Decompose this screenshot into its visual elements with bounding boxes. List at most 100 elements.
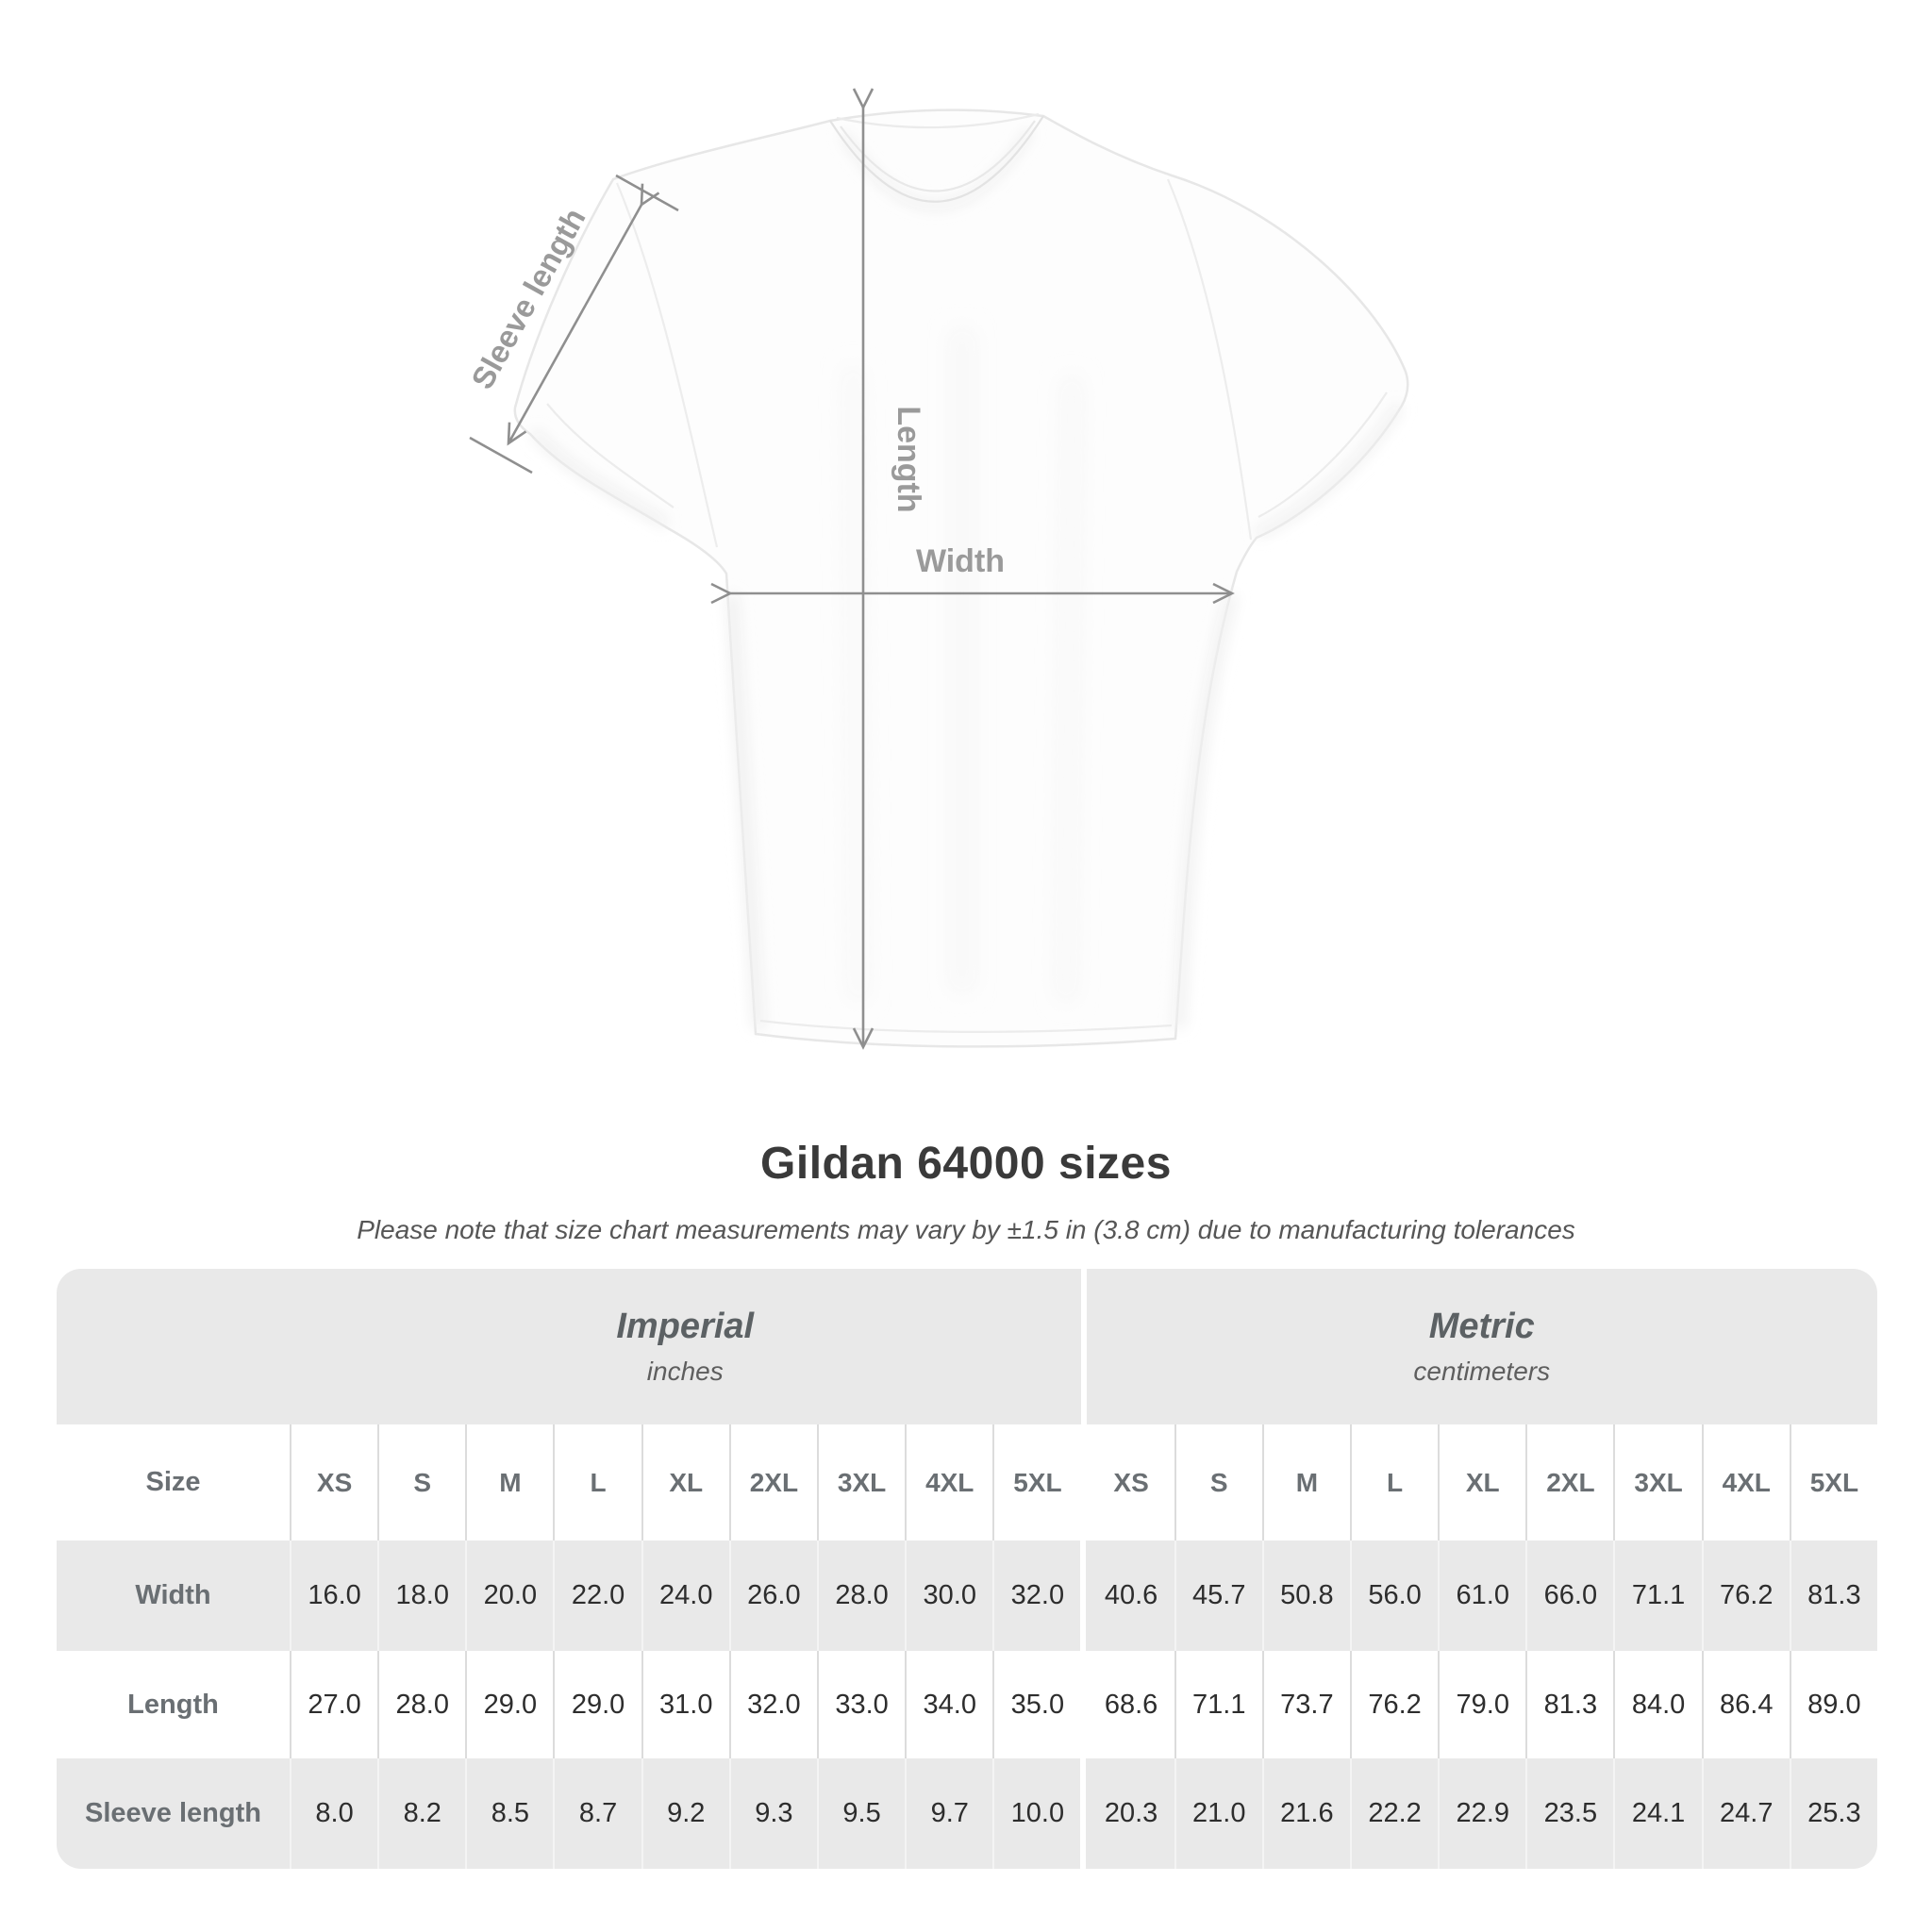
size-header-imperial-xl: XL [641, 1424, 729, 1541]
length-metric-s: 71.1 [1174, 1651, 1262, 1758]
sleeve-imperial-m: 8.5 [465, 1758, 554, 1869]
size-header-row: Size XS S M L XL 2XL 3XL 4XL 5XL XS S M … [57, 1424, 1877, 1541]
row-label-length: Length [127, 1689, 219, 1720]
sleeve-metric-4xl: 24.7 [1701, 1758, 1790, 1869]
size-header-imperial-s: S [377, 1424, 465, 1541]
sleeve-imperial-4xl: 9.7 [905, 1758, 993, 1869]
size-header-metric-3xl: 3XL [1613, 1424, 1701, 1541]
sleeve-metric-xs: 20.3 [1086, 1758, 1174, 1869]
sleeve-imperial-xs: 8.0 [290, 1758, 378, 1869]
size-chart-table: Imperial inches Metric centimeters Size … [57, 1269, 1877, 1869]
length-imperial-s: 28.0 [377, 1651, 465, 1758]
metric-label: Metric [1428, 1306, 1535, 1346]
length-imperial-m: 29.0 [465, 1651, 553, 1758]
sleeve-imperial-xl: 9.2 [641, 1758, 729, 1869]
width-imperial-xl: 24.0 [641, 1541, 729, 1651]
sleeve-length-arrow [507, 183, 660, 446]
group-divider [1080, 1424, 1087, 1541]
size-header-metric-m: M [1261, 1424, 1350, 1541]
length-imperial-4xl: 34.0 [905, 1651, 992, 1758]
size-header-imperial-3xl: 3XL [816, 1424, 905, 1541]
length-imperial-l: 29.0 [553, 1651, 641, 1758]
width-metric-s: 45.7 [1174, 1541, 1262, 1651]
row-label-width: Width [57, 1541, 290, 1651]
unit-header-row: Imperial inches Metric centimeters [57, 1269, 1877, 1424]
length-imperial-3xl: 33.0 [816, 1651, 905, 1758]
sleeve-imperial-l: 8.7 [553, 1758, 641, 1869]
length-metric-m: 73.7 [1261, 1651, 1350, 1758]
width-metric-xl: 61.0 [1438, 1541, 1526, 1651]
length-label: Length [891, 406, 926, 512]
group-divider [1080, 1269, 1087, 1424]
sleeve-metric-l: 22.2 [1349, 1758, 1439, 1869]
sleeve-metric-xl: 22.9 [1438, 1758, 1526, 1869]
tshirt-graphic: Length Width Sleeve length [464, 88, 1409, 1050]
group-divider [1080, 1541, 1087, 1651]
size-header-imperial-5xl: 5XL [992, 1424, 1080, 1541]
width-imperial-m: 20.0 [465, 1541, 554, 1651]
length-metric-xl: 79.0 [1438, 1651, 1525, 1758]
length-imperial-xl: 31.0 [641, 1651, 729, 1758]
width-metric-xs: 40.6 [1086, 1541, 1174, 1651]
size-header-metric-xl: XL [1438, 1424, 1525, 1541]
width-metric-m: 50.8 [1261, 1541, 1350, 1651]
sleeve-imperial-5xl: 10.0 [992, 1758, 1081, 1869]
size-header-metric-2xl: 2XL [1525, 1424, 1613, 1541]
sleeve-imperial-s: 8.2 [377, 1758, 466, 1869]
size-header-imperial-2xl: 2XL [728, 1424, 817, 1541]
size-column-header: Size [145, 1467, 201, 1497]
metric-unit: centimeters [1413, 1357, 1551, 1387]
tolerance-note: Please note that size chart measurements… [357, 1215, 1575, 1244]
width-imperial-3xl: 28.0 [816, 1541, 906, 1651]
group-divider [1080, 1758, 1087, 1869]
row-label-sleeve-length: Sleeve length [57, 1758, 290, 1869]
width-metric-2xl: 66.0 [1525, 1541, 1614, 1651]
table-row-width: Width 16.0 18.0 20.0 22.0 24.0 26.0 28.0… [57, 1541, 1877, 1651]
sleeve-arrow-end-tick [615, 174, 679, 212]
imperial-unit: inches [646, 1357, 724, 1387]
sleeve-metric-s: 21.0 [1174, 1758, 1262, 1869]
sleeve-metric-2xl: 23.5 [1525, 1758, 1614, 1869]
size-header-imperial-4xl: 4XL [905, 1424, 992, 1541]
table-row-sleeve-length: Sleeve length 8.0 8.2 8.5 8.7 9.2 9.3 9.… [57, 1758, 1877, 1869]
width-imperial-l: 22.0 [553, 1541, 641, 1651]
length-metric-2xl: 81.3 [1525, 1651, 1613, 1758]
size-header-imperial-xs: XS [290, 1424, 377, 1541]
size-header-imperial-l: L [553, 1424, 641, 1541]
width-imperial-xs: 16.0 [290, 1541, 378, 1651]
size-header-metric-5xl: 5XL [1789, 1424, 1877, 1541]
sleeve-metric-m: 21.6 [1261, 1758, 1350, 1869]
group-divider [1080, 1651, 1087, 1758]
length-metric-5xl: 89.0 [1789, 1651, 1877, 1758]
sleeve-imperial-3xl: 9.5 [816, 1758, 906, 1869]
length-imperial-2xl: 32.0 [728, 1651, 817, 1758]
size-header-metric-l: L [1349, 1424, 1438, 1541]
tshirt-diagram: Length Width Sleeve length [434, 47, 1491, 1141]
size-header-imperial-m: M [465, 1424, 553, 1541]
length-metric-3xl: 84.0 [1613, 1651, 1701, 1758]
length-metric-l: 76.2 [1349, 1651, 1438, 1758]
length-metric-xs: 68.6 [1104, 1689, 1158, 1720]
page-title: Gildan 64000 sizes [760, 1139, 1172, 1189]
size-header-metric-s: S [1174, 1424, 1262, 1541]
size-header-metric-xs: XS [1113, 1467, 1149, 1497]
width-imperial-2xl: 26.0 [728, 1541, 817, 1651]
length-imperial-5xl: 35.0 [992, 1651, 1080, 1758]
metric-header: Metric centimeters [1086, 1269, 1877, 1424]
sleeve-metric-3xl: 24.1 [1613, 1758, 1702, 1869]
sleeve-imperial-2xl: 9.3 [728, 1758, 817, 1869]
sleeve-arrow-start-tick [469, 436, 533, 475]
width-metric-l: 56.0 [1349, 1541, 1439, 1651]
imperial-label: Imperial [616, 1306, 755, 1346]
length-metric-4xl: 86.4 [1701, 1651, 1790, 1758]
width-label: Width [916, 543, 1005, 579]
length-imperial-xs: 27.0 [290, 1651, 377, 1758]
width-imperial-4xl: 30.0 [905, 1541, 993, 1651]
width-imperial-s: 18.0 [377, 1541, 466, 1651]
width-metric-3xl: 71.1 [1613, 1541, 1702, 1651]
sleeve-metric-5xl: 25.3 [1789, 1758, 1877, 1869]
table-row-length: Length 27.0 28.0 29.0 29.0 31.0 32.0 33.… [57, 1651, 1877, 1758]
width-metric-5xl: 81.3 [1789, 1541, 1877, 1651]
width-metric-4xl: 76.2 [1701, 1541, 1790, 1651]
